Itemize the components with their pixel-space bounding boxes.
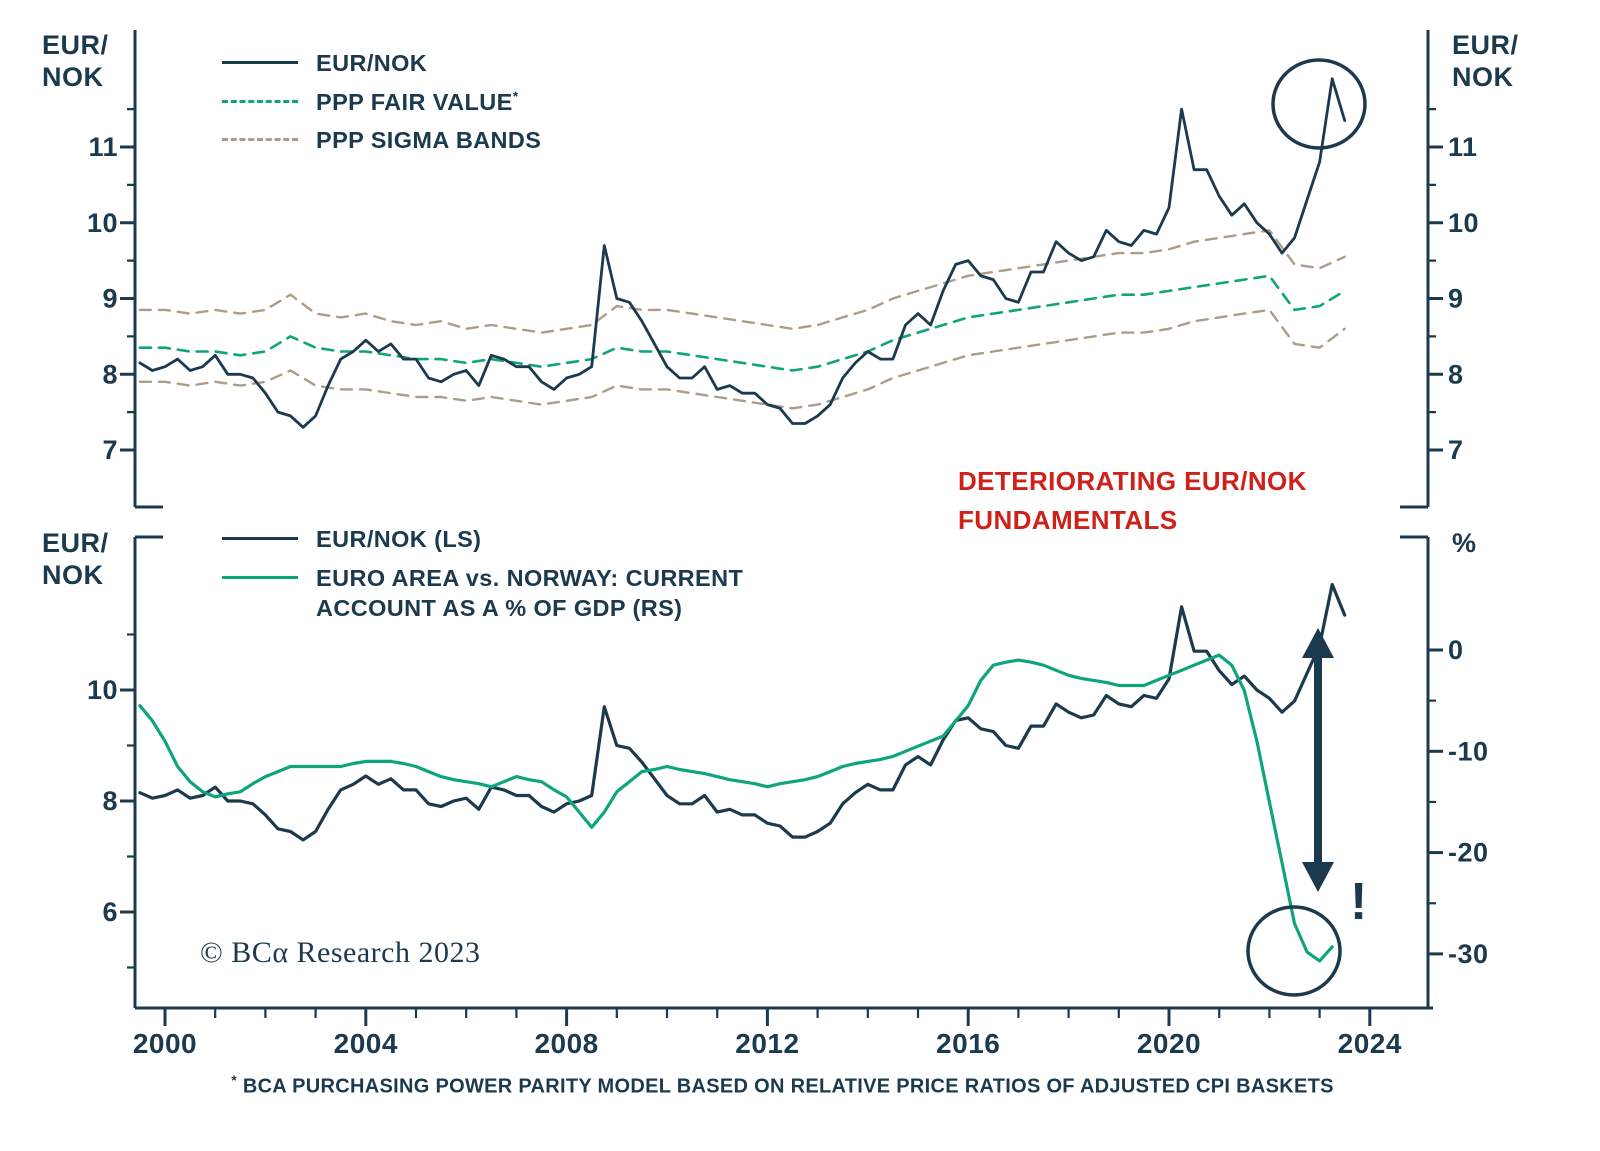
x-tick-label: 2024 — [1338, 1028, 1402, 1059]
series-ppp-fair-value- — [138, 274, 1346, 372]
footnote-marker: * — [231, 1072, 237, 1088]
series-ppp-sigma-band-lower- — [138, 308, 1346, 410]
exclamation-annotation: ! — [1350, 873, 1368, 931]
y-tick-label-right: 0 — [1448, 635, 1464, 665]
copyright-notice: © BCα Research 2023 — [200, 936, 481, 969]
axis-label-line: EUR/ — [1452, 30, 1519, 60]
x-tick-label: 2016 — [936, 1028, 1000, 1059]
x-tick-label: 2012 — [735, 1028, 799, 1059]
ppp-fair-value-line-swatch — [222, 99, 298, 103]
x-tick-label: 2020 — [1137, 1028, 1201, 1059]
legend-item-label: EUR/NOK (LS) — [316, 526, 482, 552]
y-tick-label-left: 8 — [102, 359, 118, 389]
y-tick-label-right: 11 — [1448, 132, 1478, 162]
y-tick-label-left: 8 — [102, 786, 118, 816]
series-ppp-sigma-band-upper- — [138, 229, 1346, 334]
highlight-circle-current-account-trough — [1246, 905, 1342, 997]
legend-item-eurnok-ls: EUR/NOK (LS) — [222, 524, 801, 555]
axis-label-line: NOK — [1452, 61, 1514, 92]
y-tick-label-right: 7 — [1448, 435, 1464, 465]
panel-break-caps — [135, 505, 1428, 539]
legend-item-eurnok: EUR/NOK — [222, 48, 541, 79]
y-tick-label-right: 10 — [1448, 208, 1479, 238]
bottom-panel-axes — [133, 537, 1433, 1010]
divergence-arrow-head-down — [1302, 862, 1334, 892]
annotation-line: FUNDAMENTALS — [958, 505, 1178, 535]
y-tick-label-left: 7 — [102, 435, 118, 465]
y-tick-label-left: 11 — [88, 132, 118, 162]
deteriorating-fundamentals-annotation: DETERIORATING EUR/NOK FUNDAMENTALS — [958, 462, 1307, 540]
y-tick-label-right: -30 — [1448, 939, 1489, 969]
eurnok-line-swatch — [222, 61, 298, 64]
y-tick-label-left: 6 — [102, 897, 118, 927]
top-left-axis-label: EUR/ NOK — [42, 30, 109, 94]
y-tick-label-left: 10 — [87, 675, 118, 705]
axis-label-line: EUR/ — [42, 528, 109, 558]
current-account-line-swatch — [222, 575, 298, 579]
legend-item-label: EURO AREA vs. NORWAY: CURRENT ACCOUNT AS… — [316, 564, 744, 622]
top-right-axis-label: EUR/ NOK — [1452, 30, 1519, 94]
eurnok-ls-line-swatch — [222, 537, 298, 540]
axis-label-line: EUR/ — [42, 30, 109, 60]
series-eur-nok — [138, 77, 1347, 429]
legend-top: EUR/NOK PPP FAIR VALUE* PPP SIGMA BANDS — [222, 48, 541, 156]
footnote-marker: * — [512, 87, 519, 104]
divergence-arrow-head-up — [1302, 628, 1334, 658]
x-tick-label: 2008 — [534, 1028, 598, 1059]
axis-label-line: NOK — [42, 559, 104, 590]
legend-item-current-account: EURO AREA vs. NORWAY: CURRENT ACCOUNT AS… — [222, 563, 801, 624]
y-tick-label-left: 10 — [87, 208, 118, 238]
ppp-model-footnote: * BCA PURCHASING POWER PARITY MODEL BASE… — [135, 1072, 1430, 1099]
legend-item-label: PPP FAIR VALUE* — [316, 87, 519, 115]
annotation-line: DETERIORATING EUR/NOK — [958, 466, 1307, 496]
legend-item-ppp-sigma-bands: PPP SIGMA BANDS — [222, 125, 541, 156]
y-tick-label-right: -20 — [1448, 838, 1489, 868]
y-tick-label-left: 9 — [102, 284, 118, 314]
x-tick-label: 2000 — [133, 1028, 197, 1059]
y-tick-label-right: 9 — [1448, 284, 1464, 314]
highlight-circle-eurnok-peak — [1271, 58, 1367, 150]
axis-label-line: NOK — [42, 61, 104, 92]
y-tick-label-right: -10 — [1448, 736, 1489, 766]
ppp-sigma-bands-line-swatch — [222, 138, 298, 142]
x-tick-label: 2004 — [334, 1028, 398, 1059]
footnote-text: BCA PURCHASING POWER PARITY MODEL BASED … — [236, 1075, 1334, 1098]
legend-item-label: EUR/NOK — [316, 50, 428, 76]
legend-item-label: PPP SIGMA BANDS — [316, 127, 542, 154]
y-tick-label-right: 8 — [1448, 359, 1464, 389]
bottom-right-axis-label: % — [1452, 528, 1477, 558]
legend-item-ppp-fair-value: PPP FAIR VALUE* — [222, 87, 541, 118]
series-eur-nok-ls- — [138, 582, 1347, 842]
series-euro-area-vs-norway-current-account-as-a-of-gdp-rs- — [138, 653, 1334, 963]
legend-bottom: EUR/NOK (LS) EURO AREA vs. NORWAY: CURRE… — [222, 524, 801, 624]
bottom-left-axis-label: EUR/ NOK — [42, 528, 109, 592]
